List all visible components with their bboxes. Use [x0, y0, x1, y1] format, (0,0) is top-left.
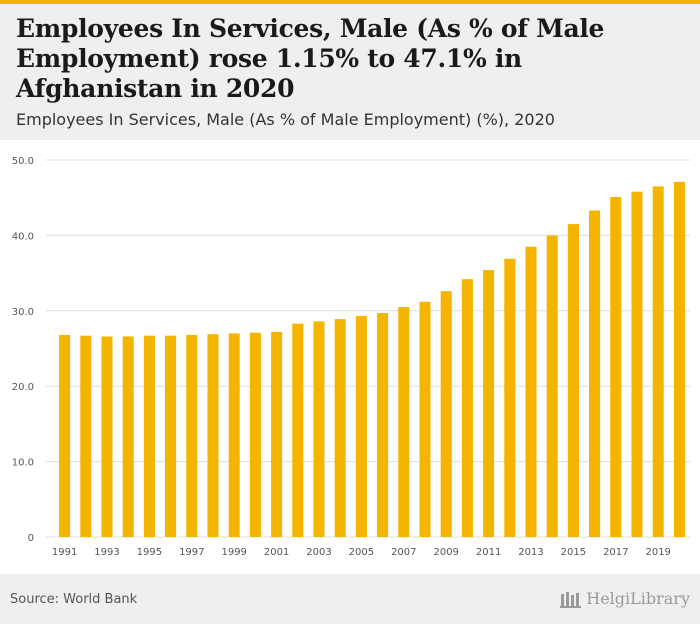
y-tick-label: 30.0	[12, 307, 34, 318]
y-tick-label: 20.0	[12, 382, 34, 393]
bar	[271, 331, 283, 537]
bar	[525, 246, 537, 537]
brand-name: HelgiLibrary	[586, 589, 690, 608]
x-tick-label: 2003	[306, 547, 331, 558]
x-tick-label: 2019	[645, 547, 670, 558]
bar	[483, 270, 495, 537]
bar	[292, 323, 304, 537]
chart-footer: Source: World Bank HelgiLibrary	[0, 574, 700, 624]
bar	[101, 336, 113, 537]
bar	[165, 335, 177, 537]
chart-area: 0 10.0 20.0 30.0 40.0 50.0 1991 1993 1995 1997 199…	[0, 140, 700, 560]
bar	[504, 258, 516, 537]
bar	[419, 301, 431, 537]
chart-header: Employees In Services, Male (As % of Mal…	[0, 4, 700, 140]
accent-top-bar	[0, 0, 700, 4]
chart-title: Employees In Services, Male (As % of Mal…	[16, 14, 605, 103]
y-tick-label: 40.0	[12, 231, 34, 242]
x-tick-label: 2015	[561, 547, 586, 558]
x-tick-label: 2007	[391, 547, 416, 558]
x-tick-label: 2009	[433, 547, 458, 558]
x-tick-label: 2001	[264, 547, 289, 558]
x-tick-label: 2017	[603, 547, 628, 558]
bar	[398, 307, 410, 537]
bar	[186, 334, 198, 537]
bar	[59, 334, 71, 537]
bar-chart: 0 10.0 20.0 30.0 40.0 50.0 1991 1993 1995 1997 199…	[12, 156, 690, 558]
bar	[207, 334, 219, 537]
x-tick-label: 1991	[52, 547, 77, 558]
bar	[313, 321, 325, 537]
bar	[610, 196, 622, 538]
x-tick-label: 2011	[476, 547, 501, 558]
bar	[631, 191, 643, 537]
bar	[143, 335, 155, 537]
bar	[440, 291, 452, 537]
bar	[334, 319, 346, 537]
bar	[249, 332, 261, 537]
bar	[228, 333, 240, 537]
brand[interactable]: HelgiLibrary	[560, 589, 690, 608]
bar	[355, 316, 367, 537]
y-tick-label: 10.0	[12, 458, 34, 469]
y-tick-label: 50.0	[12, 156, 34, 167]
x-tick-label: 2013	[518, 547, 543, 558]
bar	[122, 336, 134, 537]
bar	[461, 279, 473, 537]
y-tick-label: 0	[28, 533, 34, 544]
x-tick-label: 1995	[137, 547, 162, 558]
x-tick-label: 1993	[94, 547, 119, 558]
x-tick-label: 2005	[349, 547, 374, 558]
bar	[673, 181, 685, 537]
bar	[652, 186, 664, 537]
library-logo-icon	[560, 591, 582, 608]
x-tick-label: 1999	[221, 547, 246, 558]
bar	[589, 210, 601, 537]
bar	[377, 313, 389, 537]
bar	[80, 335, 92, 537]
x-tick-label: 1997	[179, 547, 204, 558]
chart-subtitle: Employees In Services, Male (As % of Mal…	[16, 110, 555, 129]
source-note: Source: World Bank	[10, 592, 138, 607]
bar	[546, 235, 558, 537]
bar	[567, 224, 579, 537]
